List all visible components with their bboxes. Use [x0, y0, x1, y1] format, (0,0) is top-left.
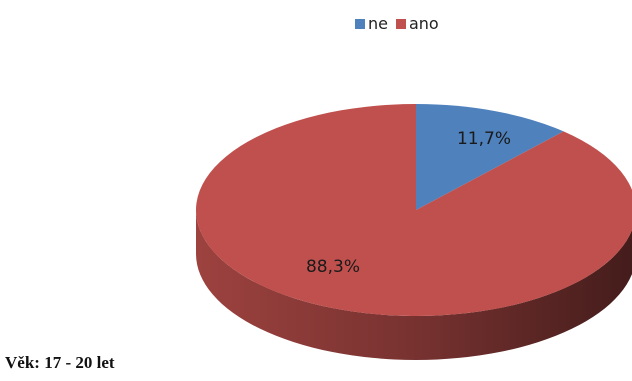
data-label-ne: 11,7%	[457, 129, 511, 149]
data-label-ano: 88,3%	[306, 257, 360, 277]
legend-item-ne: ne	[355, 14, 388, 33]
slice-ano	[196, 104, 632, 316]
legend-swatch-ano	[395, 18, 406, 29]
chart-legend: ne ano	[355, 14, 439, 33]
legend-label-ano: ano	[408, 14, 439, 33]
legend-swatch-ne	[355, 18, 365, 29]
slice-ne	[416, 104, 564, 210]
legend-label-ne: ne	[368, 14, 388, 33]
legend-item-ano: ano	[395, 14, 439, 33]
pie-side-wall	[196, 210, 632, 360]
age-caption: Věk: 17 - 20 let	[5, 353, 115, 372]
